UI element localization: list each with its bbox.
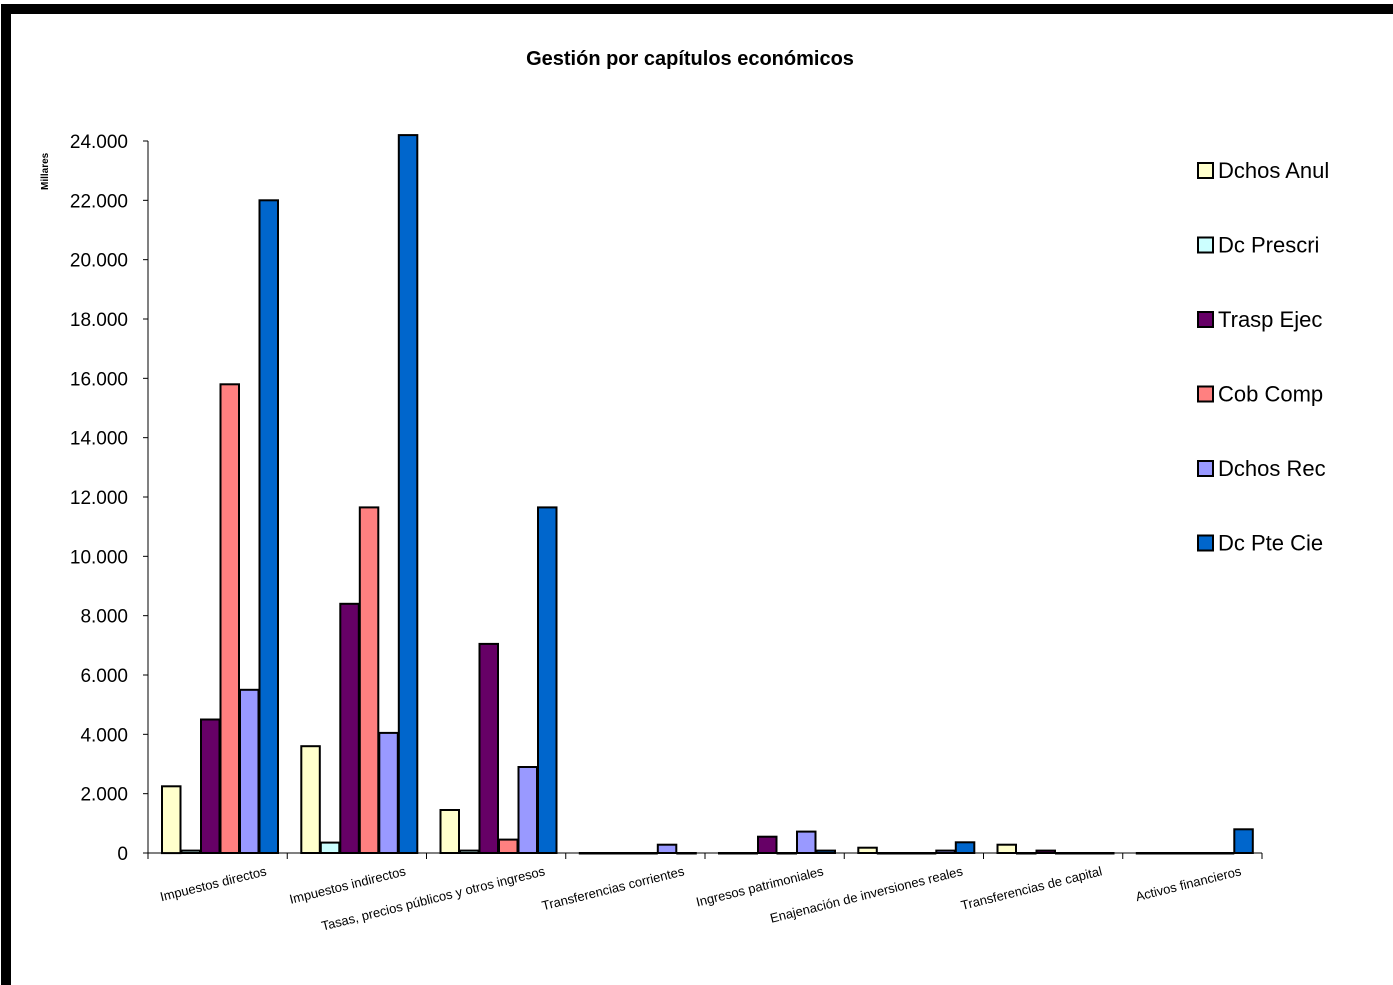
legend-label: Trasp Ejec xyxy=(1218,307,1322,332)
bar-5-1 xyxy=(239,688,260,854)
y-tick-label: 4.000 xyxy=(80,725,128,746)
bar-1-6 xyxy=(857,846,878,855)
chart-title: Gestión por capítulos económicos xyxy=(526,48,854,70)
y-tick-label: 10.000 xyxy=(70,547,128,568)
legend-swatch xyxy=(1197,460,1214,477)
bar-5-4 xyxy=(656,843,678,855)
bar-5-5 xyxy=(796,830,817,854)
y-tick-label: 8.000 xyxy=(80,607,128,628)
y-tick-label: 0 xyxy=(117,844,128,865)
y-tick-label: 18.000 xyxy=(70,310,128,331)
bar-1-7 xyxy=(996,843,1017,855)
y-axis-label: Millares xyxy=(40,152,51,190)
y-tick-label: 22.000 xyxy=(70,191,128,212)
bar-1-3 xyxy=(439,809,460,854)
bar-6-8 xyxy=(1233,828,1254,854)
bar-2-2 xyxy=(319,841,341,854)
legend-label: Cob Comp xyxy=(1218,382,1323,407)
bar-6-2 xyxy=(397,134,419,855)
bar-5-3 xyxy=(517,766,538,854)
bar-6-3 xyxy=(537,506,558,854)
bar-6-1 xyxy=(258,199,279,855)
bar-5-2 xyxy=(378,731,399,855)
legend: Dchos Anul Dc Prescri Trasp Ejec Cob Comp Dc… xyxy=(1197,158,1329,556)
y-tick-label: 12.000 xyxy=(70,488,128,509)
y-tick-label: 24.000 xyxy=(70,132,128,153)
legend-label: Dchos Rec xyxy=(1218,456,1326,481)
legend-label: Dc Pte Cie xyxy=(1218,531,1323,556)
legend-swatch xyxy=(1197,311,1214,328)
legend-swatch xyxy=(1197,534,1214,552)
legend-label: Dc Prescri xyxy=(1218,233,1319,258)
bar-3-5 xyxy=(757,835,778,855)
bar-4-2 xyxy=(358,506,380,854)
y-tick-label: 6.000 xyxy=(80,666,128,687)
bar-3-1 xyxy=(200,718,221,854)
legend-label: Dchos Anul xyxy=(1218,158,1329,183)
y-tick-label: 14.000 xyxy=(70,429,128,450)
bar-4-3 xyxy=(498,838,519,854)
bar-4-1 xyxy=(219,383,240,854)
y-tick-label: 20.000 xyxy=(70,251,128,272)
bar-3-3 xyxy=(478,642,499,855)
y-tick-label: 16.000 xyxy=(70,369,128,390)
bar-1-2 xyxy=(300,745,321,855)
bar-1-1 xyxy=(161,785,182,855)
y-tick-label: 2.000 xyxy=(80,785,128,806)
bar-6-6 xyxy=(954,841,976,854)
bar-3-2 xyxy=(339,602,360,854)
legend-swatch xyxy=(1197,236,1214,254)
legend-swatch xyxy=(1197,385,1214,403)
legend-swatch xyxy=(1197,162,1214,179)
